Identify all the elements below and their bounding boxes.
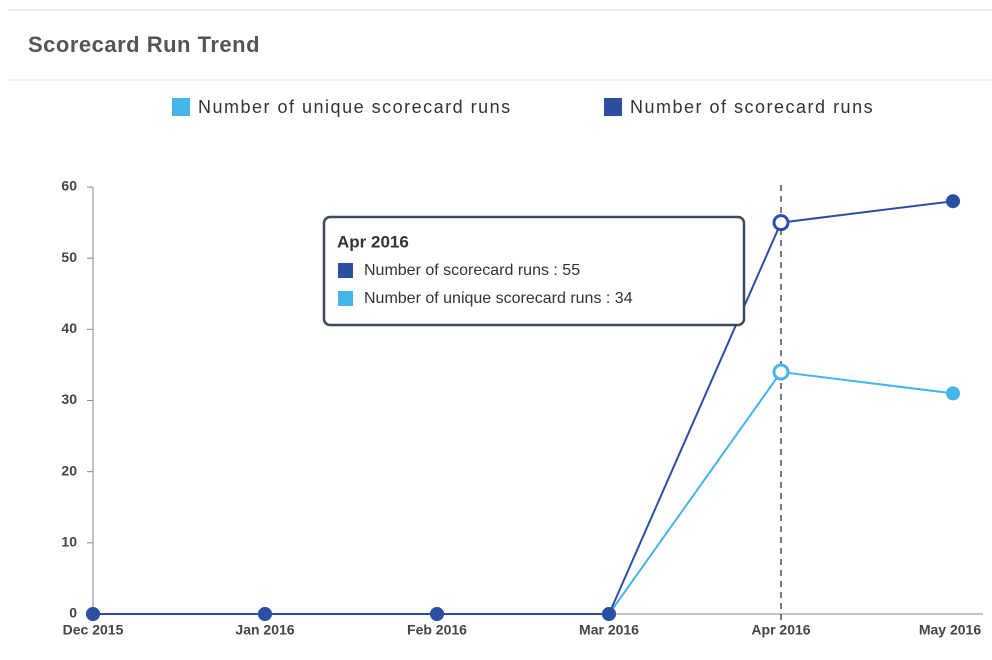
y-tick-label: 30: [61, 391, 77, 407]
tooltip-swatch: [338, 291, 353, 306]
chart: Number of unique scorecard runs Number of…: [61, 97, 983, 638]
legend-swatch: [604, 98, 622, 116]
tooltip-swatch: [338, 263, 353, 278]
legend-label: Number of scorecard runs: [630, 97, 874, 117]
y-tick-label: 40: [61, 320, 77, 336]
y-tick-label: 50: [61, 249, 77, 265]
series-line: [93, 370, 954, 615]
legend-label: Number of unique scorecard runs: [198, 97, 512, 117]
x-tick-label: Feb 2016: [407, 622, 467, 638]
legend-swatch: [172, 98, 190, 116]
y-tick-label: 0: [69, 605, 77, 621]
tooltip-box: [322, 215, 746, 327]
y-tick-label: 60: [61, 178, 77, 194]
x-tick-label: Mar 2016: [579, 622, 639, 638]
hover-point: [772, 363, 790, 381]
tooltip-item: Number of unique scorecard runs : 34: [364, 290, 633, 307]
data-point: [946, 386, 960, 401]
panel-title: Scorecard Run Trend: [28, 32, 260, 57]
hover-point: [772, 214, 790, 232]
data-point: [430, 607, 444, 621]
y-tick-label: 20: [61, 462, 77, 478]
data-point: [86, 607, 100, 621]
tooltip: Apr 2016 Number of scorecard runs : 55 Num…: [322, 215, 746, 327]
data-point: [946, 194, 960, 209]
x-tick-label: Jan 2016: [235, 622, 294, 638]
tooltip-title: Apr 2016: [337, 232, 409, 251]
tooltip-item: Number of scorecard runs : 55: [364, 262, 580, 279]
data-point: [258, 607, 272, 621]
x-tick-label: Apr 2016: [751, 622, 810, 638]
y-tick-label: 10: [61, 534, 77, 550]
series-line: [93, 200, 954, 615]
x-tick-label: Dec 2015: [63, 622, 124, 638]
data-point: [602, 607, 616, 621]
x-tick-label: May 2016: [919, 622, 981, 638]
